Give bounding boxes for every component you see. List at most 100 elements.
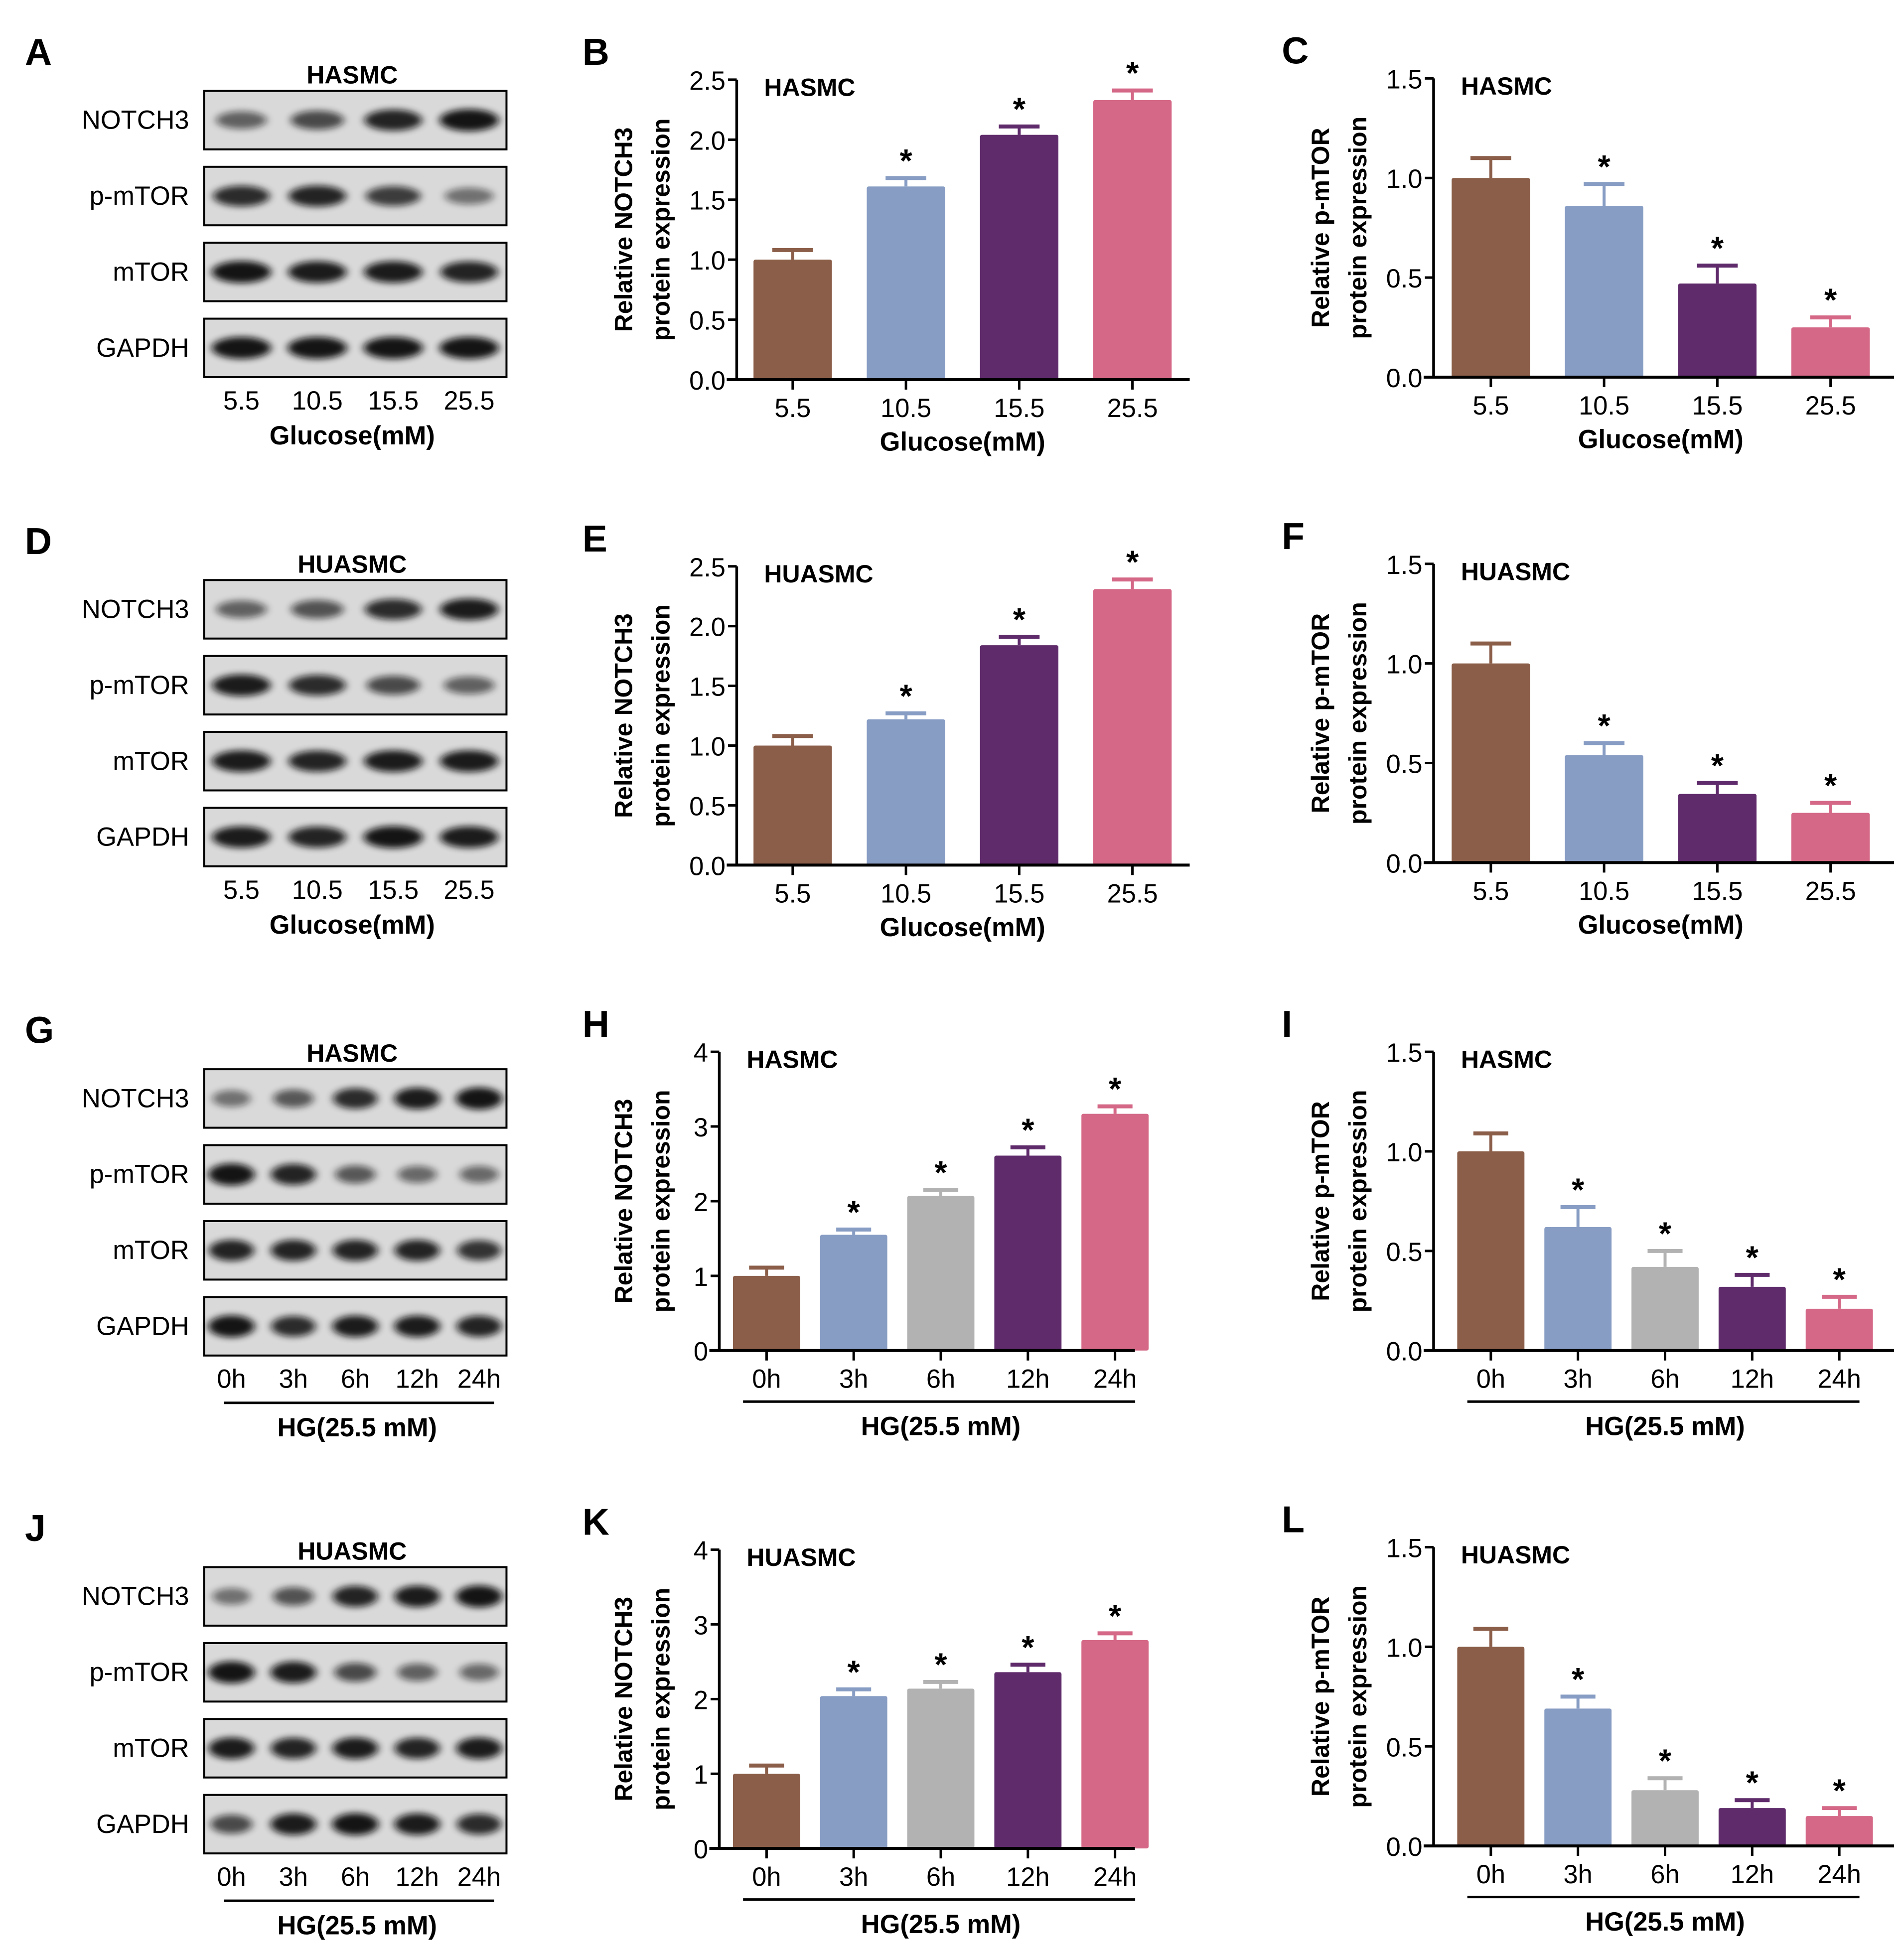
x-axis-title: Glucose(mM) [880, 913, 1045, 942]
y-axis-title: protein expression [1344, 1090, 1372, 1313]
x-axis-title: HG(25.5 mM) [861, 1412, 1021, 1441]
blot-row-mtor: mTOR [113, 1718, 508, 1779]
lane-label: 3h [279, 1365, 308, 1394]
bar [1631, 1790, 1699, 1846]
blot-band [271, 1164, 316, 1185]
blot-band [457, 1240, 501, 1260]
y-axis-title: Relative NOTCH3 [610, 1099, 638, 1304]
blot-band [332, 1315, 378, 1337]
panel-letter: J [25, 1507, 46, 1549]
bar [753, 745, 832, 865]
x-tick-label: 25.5 [1805, 877, 1856, 906]
bar [1565, 755, 1643, 863]
x-axis-title: HG(25.5 mM) [861, 1910, 1021, 1939]
y-tick-label: 3 [694, 1114, 708, 1142]
y-tick-label: 0.5 [1386, 1733, 1423, 1762]
bar [1081, 1640, 1149, 1849]
blot-band [395, 1240, 440, 1261]
y-tick-label: 1.0 [689, 733, 726, 762]
y-axis-title: Relative p-mTOR [1307, 1101, 1334, 1301]
lane-label: 6h [341, 1365, 370, 1394]
significance-star: * [1711, 747, 1724, 784]
y-tick-label: 0.0 [1386, 1833, 1423, 1862]
y-tick-label: 1.5 [689, 673, 726, 702]
significance-star: * [848, 1654, 861, 1690]
blot-band [291, 600, 344, 619]
x-tick-label: 6h [1650, 1860, 1679, 1889]
significance-star: * [899, 678, 912, 714]
panel-letter: L [1282, 1499, 1305, 1540]
blot-band [212, 1090, 251, 1107]
blot-band [394, 1088, 440, 1110]
blot-row-gapdh: GAPDH [96, 1296, 508, 1357]
protein-label: NOTCH3 [82, 1582, 189, 1611]
blot-band [398, 1166, 437, 1183]
blot-band [364, 750, 423, 772]
panel-letter: A [25, 31, 52, 73]
y-axis-title: protein expression [1344, 602, 1372, 825]
x-tick-label: 10.5 [880, 879, 931, 908]
x-axis-title: Glucose(mM) [1578, 425, 1744, 454]
western-blot-panels: A HASMC NOTCH3 p-mTOR mTOR GAPDH 5.5 10.5 15.5 25… [25, 31, 508, 1941]
bar [980, 135, 1059, 380]
protein-label: GAPDH [96, 1810, 189, 1839]
y-tick-label: 1.5 [1386, 1039, 1423, 1068]
significance-star: * [1022, 1629, 1034, 1666]
blot-band [212, 261, 271, 283]
y-axis-title: Relative p-mTOR [1307, 128, 1334, 328]
y-axis-title: protein expression [1344, 117, 1372, 339]
x-tick-label: 0h [752, 1365, 781, 1394]
blot-band [289, 750, 346, 772]
significance-star: * [1824, 282, 1837, 318]
x-tick-label: 3h [839, 1863, 868, 1892]
blot-row-mtor: mTOR [113, 1220, 508, 1281]
chart-title: HASMC [1461, 1046, 1552, 1074]
significance-star: * [1109, 1598, 1122, 1634]
y-axis-title: Relative p-mTOR [1307, 613, 1334, 814]
blot-band [208, 1737, 255, 1759]
x-tick-label: 3h [839, 1365, 868, 1394]
y-tick-label: 1.5 [689, 187, 726, 216]
x-tick-label: 12h [1006, 1365, 1049, 1394]
panel-letter: D [25, 520, 52, 562]
chart-title: HUASMC [1461, 1541, 1570, 1569]
blot-band [397, 1663, 438, 1681]
x-tick-label: 5.5 [1472, 392, 1509, 420]
blot-band [270, 1661, 316, 1683]
blot-band [212, 1588, 251, 1605]
bar [1544, 1227, 1612, 1351]
bar [1457, 1647, 1525, 1846]
x-tick-label: 5.5 [774, 879, 811, 908]
lane-label: 12h [396, 1365, 439, 1394]
blot-band [291, 111, 344, 130]
bar [867, 186, 945, 380]
blot-band [395, 1737, 440, 1759]
chart-panel-i: I HASMC Relative p-mTOR protein expression 0… [1282, 1003, 1895, 1441]
x-axis-title: HG(25.5 mM) [1585, 1908, 1745, 1937]
blot-row-p-mtor: p-mTOR [90, 1642, 508, 1703]
blot-band [213, 185, 270, 207]
lane-label: 5.5 [223, 876, 260, 905]
bar [867, 719, 945, 865]
blot-band [212, 750, 271, 772]
x-tick-label: 24h [1817, 1365, 1861, 1394]
blot-band [212, 826, 271, 848]
x-axis-title: HG(25.5 mM) [1585, 1412, 1745, 1441]
blot-band [443, 676, 495, 695]
bar [1452, 663, 1530, 863]
x-tick-label: 0h [752, 1863, 781, 1892]
chart-panel-h: H HASMC Relative NOTCH3 protein expression 0… [583, 1003, 1149, 1441]
blot-panel-d: D HUASMC NOTCH3 p-mTOR mTOR GAPDH 5.5 10.5 15.5 2… [25, 520, 508, 940]
protein-label: NOTCH3 [82, 595, 189, 624]
y-tick-label: 1.0 [1386, 1634, 1423, 1663]
lane-label: 24h [457, 1863, 501, 1892]
y-tick-label: 2.0 [689, 127, 726, 155]
panel-letter: C [1282, 29, 1309, 71]
blot-band [366, 186, 421, 206]
treatment-label: Glucose(mM) [270, 421, 435, 450]
blot-band [456, 1737, 502, 1759]
y-axis-title: protein expression [1344, 1585, 1372, 1808]
blot-band [208, 1315, 255, 1338]
blot-band [332, 1586, 378, 1607]
x-tick-label: 24h [1093, 1863, 1137, 1892]
